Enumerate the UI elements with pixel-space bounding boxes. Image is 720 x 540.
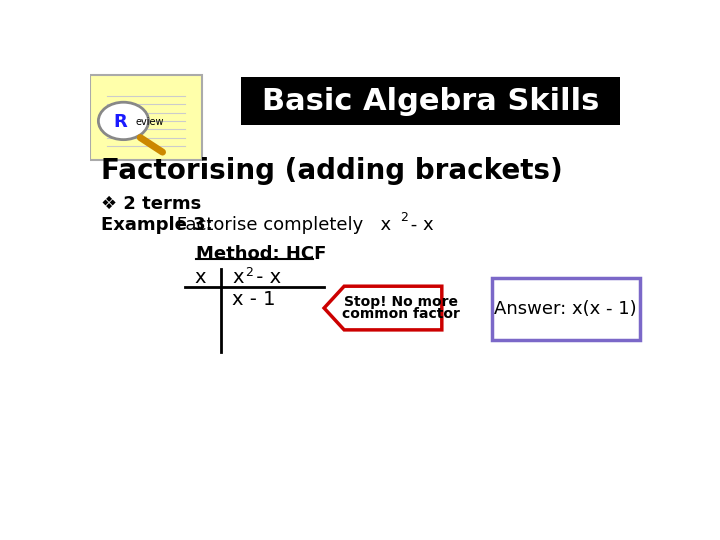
Text: - x: - x [250,268,282,287]
Text: ❖ 2 terms: ❖ 2 terms [101,195,202,213]
FancyBboxPatch shape [240,77,620,125]
Text: 2: 2 [400,211,408,224]
Text: x: x [194,268,206,287]
Text: Stop! No more: Stop! No more [344,295,458,309]
Text: 2: 2 [245,266,253,279]
Text: x - 1: x - 1 [233,290,276,309]
Text: eview: eview [136,117,164,127]
Text: - x: - x [405,216,434,234]
Text: Basic Algebra Skills: Basic Algebra Skills [261,87,599,116]
Text: Example 3:: Example 3: [101,216,213,234]
Text: Method: HCF: Method: HCF [196,245,326,263]
Text: x: x [233,268,244,287]
Text: common factor: common factor [342,307,460,321]
Circle shape [99,102,148,140]
FancyBboxPatch shape [90,75,202,160]
Polygon shape [324,286,442,330]
Text: Answer: x(x - 1): Answer: x(x - 1) [494,300,636,318]
Text: Factorising (adding brackets): Factorising (adding brackets) [101,157,563,185]
Text: Factorise completely   x: Factorise completely x [171,216,391,234]
Text: R: R [114,113,127,131]
FancyBboxPatch shape [492,278,639,340]
